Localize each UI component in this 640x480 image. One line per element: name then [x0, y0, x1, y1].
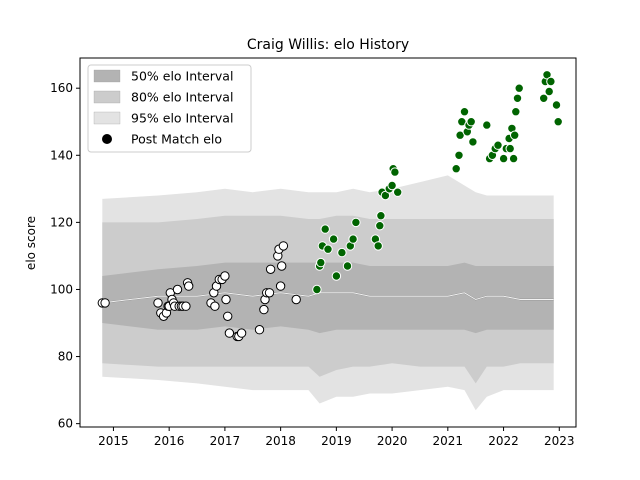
x-tick-label: 2017 [210, 434, 241, 448]
elo-point [376, 211, 386, 221]
elo-point [236, 328, 247, 338]
elo-point [510, 130, 520, 140]
elo-point [544, 86, 554, 97]
x-axis: 2015 2016 2017 2018 2019 2020 2021 2022 2023 [98, 427, 575, 448]
elo-point [259, 304, 269, 315]
elo-point [493, 140, 503, 150]
elo-point [172, 284, 183, 295]
elo-point [454, 150, 464, 161]
elo-point [393, 187, 403, 197]
y-tick-label: 100 [50, 282, 73, 296]
elo-point [181, 301, 191, 311]
elo-point [375, 221, 385, 231]
chart-title: Craig Willis: elo History [247, 37, 409, 53]
elo-point [320, 224, 330, 234]
elo-point [451, 164, 461, 174]
x-tick-label: 2015 [98, 434, 129, 448]
elo-point [100, 298, 110, 308]
elo-point [265, 264, 276, 274]
elo-point [221, 294, 231, 305]
elo-point [153, 298, 163, 308]
elo-point [264, 288, 275, 298]
legend-label: Post Match elo [131, 132, 222, 147]
legend-label: 50% elo Interval [131, 69, 233, 84]
elo-point [482, 120, 492, 130]
elo-point [342, 261, 353, 271]
elo-point [459, 107, 470, 117]
elo-point [275, 281, 286, 291]
x-tick-label: 2019 [321, 434, 352, 448]
elo-point [498, 153, 509, 164]
x-tick-label: 2018 [265, 434, 296, 448]
x-tick-label: 2021 [433, 434, 464, 448]
elo-point [323, 244, 333, 254]
elo-point [184, 281, 194, 291]
y-tick-label: 80 [58, 350, 73, 364]
elo-point [254, 325, 265, 335]
elo-point [512, 93, 523, 104]
legend-swatch [93, 111, 121, 125]
legend-box [87, 64, 252, 153]
elo-point [224, 328, 235, 338]
elo-point [312, 284, 322, 295]
y-tick-label: 60 [58, 417, 73, 431]
elo-point [539, 93, 549, 104]
elo-point [468, 137, 478, 147]
elo-point [511, 107, 521, 117]
post-match-elo-points [97, 70, 563, 342]
legend-marker [102, 134, 112, 144]
legend-swatch [93, 69, 121, 83]
elo-point [220, 271, 230, 281]
legend-label: 95% elo Interval [131, 111, 233, 126]
plot-frame [79, 57, 577, 428]
legend-swatch [93, 90, 121, 104]
legend: 50% elo Interval 80% elo Interval 95% elo … [87, 64, 252, 153]
elo-point [351, 217, 361, 228]
elo-point [387, 180, 397, 191]
elo-point [514, 83, 524, 93]
elo-point [466, 117, 476, 127]
elo-point [508, 153, 519, 164]
plot-area [97, 70, 563, 411]
elo-point [331, 271, 342, 281]
elo-point [316, 257, 326, 268]
y-tick-label: 120 [50, 215, 73, 229]
median-elo-line [102, 292, 554, 304]
elo-point [210, 301, 220, 311]
elo-point [551, 100, 562, 110]
elo-point [390, 167, 400, 177]
elo-point [223, 311, 233, 321]
elo-point [348, 234, 358, 244]
x-tick-label: 2022 [488, 434, 519, 448]
elo-point [337, 247, 347, 258]
x-tick-label: 2016 [154, 434, 185, 448]
x-tick-label: 2020 [377, 434, 408, 448]
elo-point [553, 117, 563, 127]
elo-point [505, 143, 515, 154]
y-tick-label: 140 [50, 148, 73, 162]
legend-label: 80% elo Interval [131, 90, 233, 105]
elo-point [278, 241, 289, 251]
elo-point [277, 261, 287, 271]
median-line-highlight [102, 292, 554, 304]
y-tick-label: 160 [50, 81, 73, 95]
elo-point [546, 76, 556, 87]
x-tick-label: 2023 [544, 434, 575, 448]
elo-point [328, 234, 339, 244]
y-axis-label: elo score [24, 216, 38, 270]
y-axis: 60 80 100 120 140 160 [50, 81, 80, 431]
elo-point [291, 294, 301, 305]
elo-point [373, 241, 383, 251]
